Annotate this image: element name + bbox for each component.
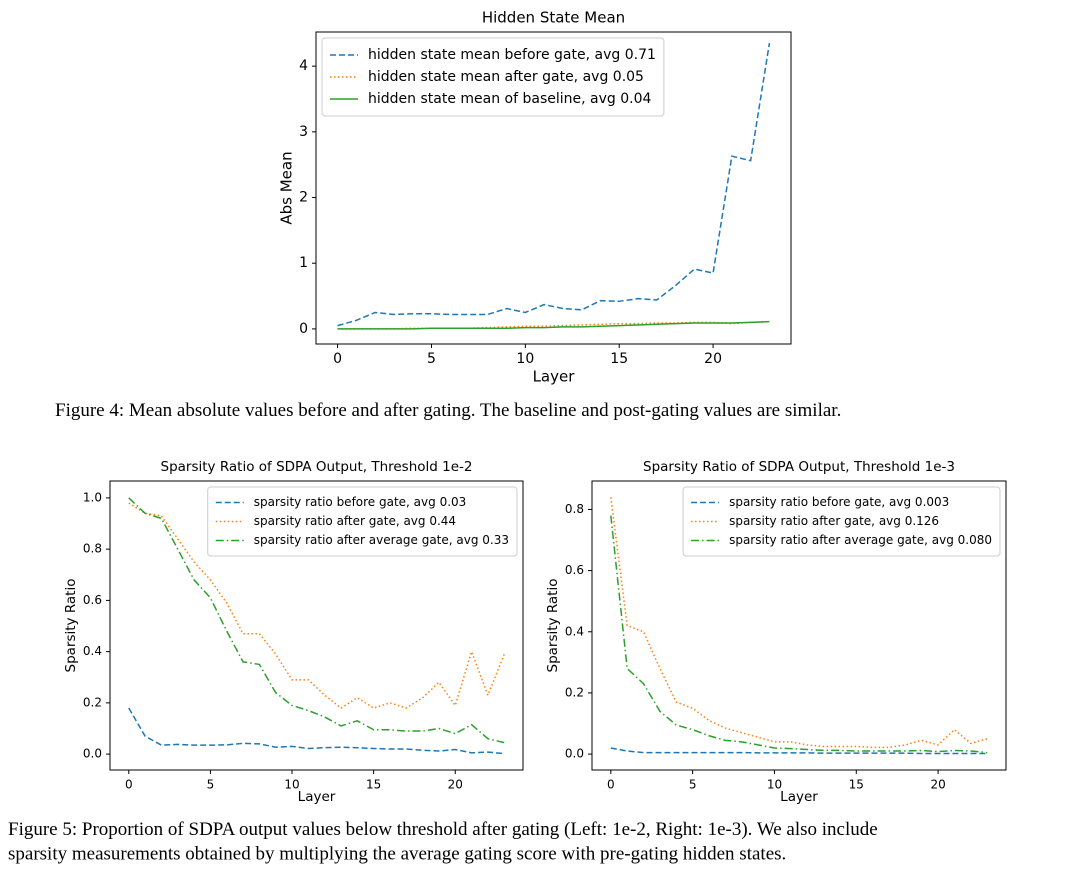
y-tick-label: 0.8	[83, 542, 102, 556]
x-tick-label: 0	[333, 351, 342, 367]
y-tick-label: 0.0	[565, 747, 584, 761]
legend-box	[207, 486, 518, 557]
y-tick-label: 0.8	[565, 502, 584, 516]
caption: Figure 5: Proportion of SDPA output valu…	[8, 819, 878, 840]
caption-text: sparsity measurements obtained by multip…	[8, 843, 786, 864]
y-tick-label: 1.0	[83, 490, 102, 504]
x-tick-label: 10	[767, 778, 782, 792]
x-tick-label: 20	[704, 351, 722, 367]
x-tick-label: 5	[427, 351, 436, 367]
y-tick-label: 4	[299, 58, 308, 74]
legend-label: hidden state mean before gate, avg 0.71	[368, 47, 656, 63]
caption: Figure 4: Mean absolute values before an…	[55, 400, 841, 421]
x-tick-label: 15	[366, 778, 381, 792]
chart-title: Hidden State Mean	[482, 9, 625, 27]
caption-text: Mean absolute values before and after ga…	[129, 400, 841, 421]
data-line	[128, 707, 505, 755]
caption-text: Proportion of SDPA output values below t…	[82, 819, 878, 840]
x-tick-label: 15	[849, 778, 864, 792]
data-line	[128, 497, 505, 744]
x-tick-label: 0	[125, 778, 133, 792]
x-tick-label: 5	[689, 778, 697, 792]
y-tick-label: 0.2	[83, 695, 102, 709]
legend-label: hidden state mean after gate, avg 0.05	[368, 69, 644, 85]
x-tick-label: 20	[448, 778, 463, 792]
legend-box	[682, 486, 1001, 557]
x-tick-label: 15	[610, 351, 628, 367]
x-tick-label: 0	[607, 778, 615, 792]
chart-title: Sparsity Ratio of SDPA Output, Threshold…	[643, 459, 955, 475]
chart-title: Sparsity Ratio of SDPA Output, Threshold…	[161, 459, 473, 475]
legend-label: hidden state mean of baseline, avg 0.04	[368, 91, 651, 107]
legend-box	[321, 37, 665, 117]
data-line	[337, 43, 771, 327]
y-tick-label: 1	[299, 255, 308, 271]
data-line	[610, 497, 988, 749]
x-tick-label: 10	[516, 351, 534, 367]
y-axis-label: Sparsity Ratio	[63, 579, 79, 673]
y-tick-label: 2	[299, 190, 308, 206]
y-axis-label: Abs Mean	[278, 151, 296, 224]
x-axis-label: Layer	[533, 368, 576, 386]
x-tick-label: 10	[284, 778, 299, 792]
data-line	[610, 515, 988, 754]
x-tick-label: 20	[930, 778, 945, 792]
y-tick-label: 0.4	[83, 644, 102, 658]
legend: sparsity ratio before gate, avg 0.03 spar…	[207, 486, 518, 557]
legend-label: sparsity ratio after average gate, avg 0…	[254, 533, 509, 547]
legend-label: sparsity ratio after gate, avg 0.44	[254, 514, 456, 528]
y-tick-label: 0.4	[565, 624, 584, 638]
data-line	[337, 320, 770, 330]
legend: hidden state mean before gate, avg 0.71 h…	[321, 37, 665, 117]
y-tick-label: 0	[299, 321, 308, 337]
y-axis-label: Sparsity Ratio	[545, 579, 561, 673]
y-tick-label: 0.6	[565, 563, 584, 577]
x-axis-label: Layer	[298, 789, 336, 805]
data-line	[128, 502, 505, 709]
y-tick-label: 0.6	[83, 593, 102, 607]
legend-label: sparsity ratio after gate, avg 0.126	[729, 514, 939, 528]
x-axis-label: Layer	[780, 789, 818, 805]
y-tick-label: 0.2	[565, 685, 584, 699]
x-tick-label: 5	[207, 778, 215, 792]
caption-label: Figure 4:	[55, 400, 124, 421]
legend-label: sparsity ratio before gate, avg 0.03	[254, 495, 467, 509]
y-tick-label: 0.0	[83, 747, 102, 761]
data-line	[610, 747, 988, 755]
legend-label: sparsity ratio before gate, avg 0.003	[729, 495, 949, 509]
legend-label: sparsity ratio after average gate, avg 0…	[729, 533, 992, 547]
caption-label: Figure 5:	[8, 819, 77, 840]
legend: sparsity ratio before gate, avg 0.003 spa…	[682, 486, 1001, 557]
y-tick-label: 3	[299, 124, 308, 140]
